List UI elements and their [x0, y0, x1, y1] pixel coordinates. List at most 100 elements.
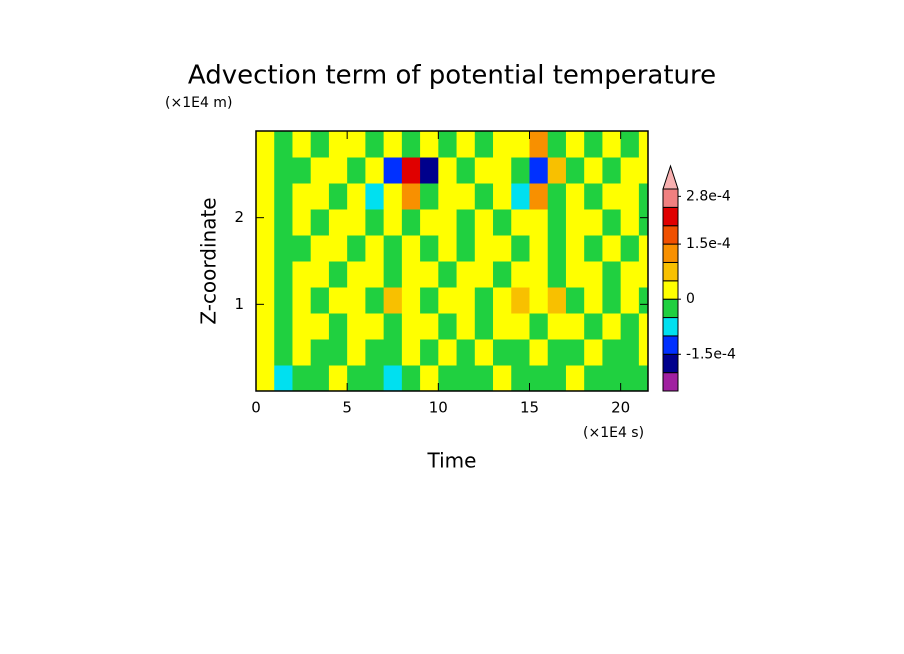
- heatmap-cell: [638, 365, 649, 392]
- colorbar-box: [662, 335, 679, 355]
- heatmap-cell: [347, 313, 366, 340]
- heatmap-cell: [493, 157, 512, 184]
- heatmap-cell: [493, 209, 512, 236]
- heatmap-cell: [474, 157, 494, 184]
- colorbar-box: [662, 353, 679, 374]
- heatmap-cell: [310, 157, 330, 184]
- colorbar-box: [662, 298, 679, 319]
- heatmap-cell: [256, 365, 275, 392]
- colorbar-box: [662, 225, 679, 245]
- heatmap-cell: [310, 261, 330, 288]
- heatmap-cell: [620, 131, 640, 158]
- heatmap-cell: [347, 339, 366, 366]
- x-tick-label: 15: [520, 399, 539, 417]
- heatmap-cell: [328, 209, 348, 236]
- heatmap-cell: [328, 235, 348, 262]
- heatmap-cell: [365, 235, 385, 262]
- colorbar-label: 0: [686, 291, 695, 307]
- heatmap-cell: [565, 365, 585, 392]
- heatmap-cell: [292, 235, 312, 262]
- heatmap-cell: [401, 287, 421, 314]
- heatmap-cell: [565, 235, 585, 262]
- heatmap-cell: [493, 131, 512, 158]
- heatmap-cell: [347, 261, 366, 288]
- heatmap-cell: [383, 287, 403, 314]
- heatmap-cell: [511, 131, 530, 158]
- heatmap-cell: [328, 339, 348, 366]
- y-axis-label: Z-coordinate: [197, 197, 221, 324]
- x-tick-label: 0: [251, 399, 261, 417]
- heatmap-cell: [310, 287, 330, 314]
- heatmap-cell: [456, 157, 476, 184]
- heatmap-cell: [529, 183, 549, 210]
- heatmap-cell: [529, 339, 549, 366]
- heatmap-cell: [420, 287, 439, 314]
- heatmap-cell: [511, 157, 530, 184]
- x-tick-label: 5: [342, 399, 352, 417]
- heatmap-cell: [274, 131, 293, 158]
- heatmap-cell: [347, 157, 366, 184]
- heatmap-cell: [274, 287, 293, 314]
- colorbar-label: 2.8e-4: [686, 188, 731, 204]
- heatmap-cell: [274, 339, 293, 366]
- heatmap-cell: [620, 157, 640, 184]
- heatmap-cell: [602, 313, 622, 340]
- heatmap-cell: [602, 183, 622, 210]
- colorbar-box: [662, 317, 679, 337]
- heatmap-cell: [365, 261, 385, 288]
- heatmap-cell: [620, 339, 640, 366]
- heatmap-cell: [328, 183, 348, 210]
- heatmap-cell: [383, 365, 403, 392]
- heatmap-cell: [438, 131, 458, 158]
- heatmap-cell: [365, 313, 385, 340]
- heatmap-cell: [456, 183, 476, 210]
- heatmap-cell: [256, 339, 275, 366]
- heatmap-cell: [511, 287, 530, 314]
- heatmap-cell: [602, 131, 622, 158]
- heatmap-cell: [274, 261, 293, 288]
- heatmap-cell: [292, 157, 312, 184]
- heatmap-cell: [638, 209, 649, 236]
- heatmap-cell: [602, 209, 622, 236]
- y-unit: (×1E4 m): [165, 95, 232, 111]
- heatmap-cell: [638, 235, 649, 262]
- heatmap-cell: [420, 339, 439, 366]
- heatmap-cell: [529, 235, 549, 262]
- heatmap-cell: [274, 183, 293, 210]
- heatmap-cell: [547, 183, 567, 210]
- heatmap-cell: [584, 261, 603, 288]
- heatmap-cell: [602, 157, 622, 184]
- heatmap-cell: [456, 261, 476, 288]
- heatmap-cell: [620, 313, 640, 340]
- heatmap-cell: [547, 365, 567, 392]
- heatmap-cell: [274, 235, 293, 262]
- heatmap-cell: [401, 131, 421, 158]
- heatmap-cell: [565, 131, 585, 158]
- heatmap-cell: [584, 235, 603, 262]
- heatmap-cell: [529, 131, 549, 158]
- colorbar-box: [662, 261, 679, 282]
- heatmap-cell: [383, 209, 403, 236]
- heatmap-cell: [456, 313, 476, 340]
- heatmap-cell: [365, 365, 385, 392]
- heatmap-cell: [529, 209, 549, 236]
- heatmap-cell: [438, 183, 458, 210]
- heatmap-cell: [438, 209, 458, 236]
- heatmap-cell: [292, 131, 312, 158]
- x-unit: (×1E4 s): [583, 425, 644, 441]
- heatmap-cell: [292, 209, 312, 236]
- heatmap-cell: [256, 235, 275, 262]
- heatmap-cell: [365, 287, 385, 314]
- heatmap-cell: [328, 131, 348, 158]
- heatmap-cell: [529, 313, 549, 340]
- heatmap-cell: [401, 339, 421, 366]
- heatmap-cell: [456, 365, 476, 392]
- heatmap-cell: [584, 157, 603, 184]
- heatmap-cell: [456, 235, 476, 262]
- heatmap-cell: [493, 339, 512, 366]
- heatmap-cell: [474, 339, 494, 366]
- heatmap-cell: [420, 157, 439, 184]
- heatmap-cell: [438, 339, 458, 366]
- heatmap-cell: [274, 157, 293, 184]
- heatmap-cell: [638, 183, 649, 210]
